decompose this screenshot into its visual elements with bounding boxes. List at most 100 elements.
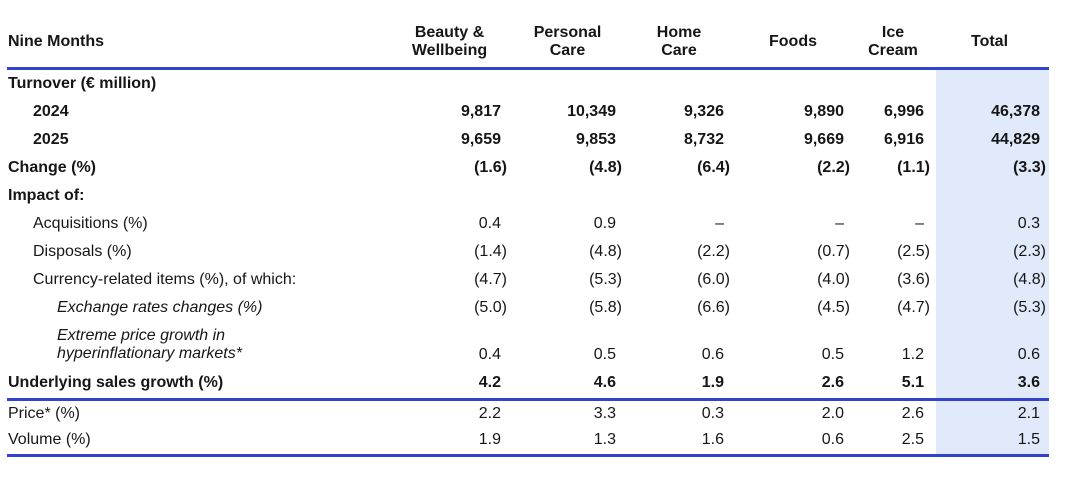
table-cell: 0.3 xyxy=(936,210,1049,238)
table-cell: 1.9 xyxy=(628,368,736,401)
column-header: Beauty & Wellbeing xyxy=(392,18,513,70)
table-cell: 0.3 xyxy=(701,404,724,422)
table-row: 2024 9,817 10,349 9,326 9,890 6,996 46,378 xyxy=(7,98,1049,126)
table-cell: 4.6 xyxy=(513,368,628,401)
row-label: 2025 xyxy=(33,130,69,148)
table-cell: 44,829 xyxy=(936,126,1049,154)
table-cell: 0.6 xyxy=(936,322,1049,368)
corner-header: Nine Months xyxy=(7,18,392,70)
table-cell: 1.3 xyxy=(513,427,628,457)
table-cell: (0.7) xyxy=(817,243,850,260)
table-row: Acquisitions (%) 0.4 0.9– – –0.3 xyxy=(7,210,1049,238)
table-cell: 9,326 xyxy=(683,103,724,120)
table-cell: 0.5 xyxy=(821,346,844,363)
row-label: Extreme price growth in hyperinflationar… xyxy=(57,326,242,362)
table-row: Impact of: xyxy=(7,182,1049,210)
table-cell: 2.6 xyxy=(736,368,856,401)
table-cell xyxy=(392,182,513,210)
table-cell xyxy=(736,68,856,98)
table-row: Turnover (€ million) xyxy=(7,68,1049,98)
row-label: Exchange rates changes (%) xyxy=(57,298,263,316)
table-cell: – xyxy=(835,215,844,232)
table-cell: (6.0) xyxy=(697,271,730,288)
table-cell: (4.8) xyxy=(936,266,1049,294)
table-cell: 9,890 xyxy=(803,103,844,120)
table-cell xyxy=(513,182,628,210)
table-row: 2025 9,659 9,853 8,732 9,669 6,916 44,829 xyxy=(7,126,1049,154)
table-cell: 0.4 xyxy=(478,215,501,232)
table-row: Underlying sales growth (%) 4.2 4.6 1.9 2.6 5… xyxy=(7,368,1049,401)
table-row: Change (%) (1.6) (4.8) (6.4) (2.2) (1.1) (3.3) xyxy=(7,154,1049,182)
table-cell: (1.4) xyxy=(474,243,507,260)
table-cell: (6.6) xyxy=(697,299,730,316)
table-cell xyxy=(628,182,736,210)
row-label: Underlying sales growth (%) xyxy=(7,368,392,401)
table-cell xyxy=(936,68,1049,98)
financial-table: Nine Months Beauty & Wellbeing Personal C… xyxy=(7,18,1049,457)
table-cell: 0.5 xyxy=(593,346,616,363)
table-cell: (2.2) xyxy=(817,159,850,176)
table-row: Exchange rates changes (%) (5.0) (5.8) (6.6… xyxy=(7,294,1049,322)
row-label: Impact of: xyxy=(8,186,85,204)
table-cell xyxy=(936,182,1049,210)
column-header: Foods xyxy=(736,18,856,70)
table-cell: 2.1 xyxy=(936,399,1049,427)
table-cell: 3.6 xyxy=(936,368,1049,401)
table-cell: 2.0 xyxy=(821,404,844,422)
table-cell: (5.3) xyxy=(589,271,622,288)
table-cell: 0.6 xyxy=(736,427,856,457)
table-cell: 4.2 xyxy=(392,368,513,401)
table-cell: – xyxy=(915,215,924,232)
table-cell: (6.4) xyxy=(697,159,730,176)
table-cell xyxy=(628,68,736,98)
table-cell xyxy=(513,68,628,98)
table-cell: (4.8) xyxy=(589,159,622,176)
table-row: Currency-related items (%), of which: (4.… xyxy=(7,266,1049,294)
table-row: Price* (%) 2.2 3.3 0.3 2.0 2.6 2.1 xyxy=(7,399,1049,427)
table-cell: 2.2 xyxy=(478,404,501,422)
table-cell: (3.6) xyxy=(897,271,930,288)
column-header: Ice Cream xyxy=(856,18,936,70)
row-label: Acquisitions (%) xyxy=(33,214,148,232)
table-cell: 6,916 xyxy=(883,131,924,148)
table-cell: – xyxy=(715,215,724,232)
table-cell: (4.5) xyxy=(817,299,850,316)
table-cell xyxy=(856,68,936,98)
table-row: Extreme price growth in hyperinflationar… xyxy=(7,322,1049,368)
row-label: Turnover (€ million) xyxy=(8,74,157,92)
table-cell xyxy=(392,68,513,98)
table-cell: (1.6) xyxy=(474,159,507,176)
table-cell: 9,853 xyxy=(575,131,616,148)
header-row: Nine Months Beauty & Wellbeing Personal C… xyxy=(7,18,1049,70)
table-cell: (4.8) xyxy=(589,243,622,260)
row-label: Currency-related items (%), of which: xyxy=(33,270,297,288)
table-cell xyxy=(856,182,936,210)
table-cell: (5.3) xyxy=(936,294,1049,322)
table-cell: 9,659 xyxy=(460,131,501,148)
row-label: Price* (%) xyxy=(8,404,81,422)
table-cell: 1.9 xyxy=(392,427,513,457)
table-cell: (4.0) xyxy=(817,271,850,288)
row-label: 2024 xyxy=(33,102,69,120)
row-label: Disposals (%) xyxy=(33,242,132,260)
table-cell: 46,378 xyxy=(936,98,1049,126)
table-cell: (2.5) xyxy=(897,243,930,260)
table-cell: 10,349 xyxy=(567,103,616,120)
table-cell: 2.5 xyxy=(856,427,936,457)
table-cell: (5.8) xyxy=(589,299,622,316)
table-cell: 8,732 xyxy=(683,131,724,148)
column-header: Personal Care xyxy=(513,18,628,70)
table-cell: 3.3 xyxy=(593,404,616,422)
table-cell: 0.9 xyxy=(593,215,616,232)
table-cell xyxy=(736,182,856,210)
table-row: Disposals (%) (1.4) (4.8) (2.2) (0.7) (2.5) (2… xyxy=(7,238,1049,266)
table-cell: 1.5 xyxy=(936,427,1049,457)
table-cell: 9,817 xyxy=(460,103,501,120)
table-cell: (4.7) xyxy=(897,299,930,316)
table-cell: (2.3) xyxy=(936,238,1049,266)
table-cell: 9,669 xyxy=(803,131,844,148)
table-row: Volume (%) 1.9 1.3 1.6 0.6 2.5 1.5 xyxy=(7,427,1049,457)
table-cell: (4.7) xyxy=(474,271,507,288)
table-body: Turnover (€ million) 2024 9,817 10,349 9,326… xyxy=(7,68,1049,457)
nine-months-results-table: Nine Months Beauty & Wellbeing Personal C… xyxy=(7,18,1049,457)
